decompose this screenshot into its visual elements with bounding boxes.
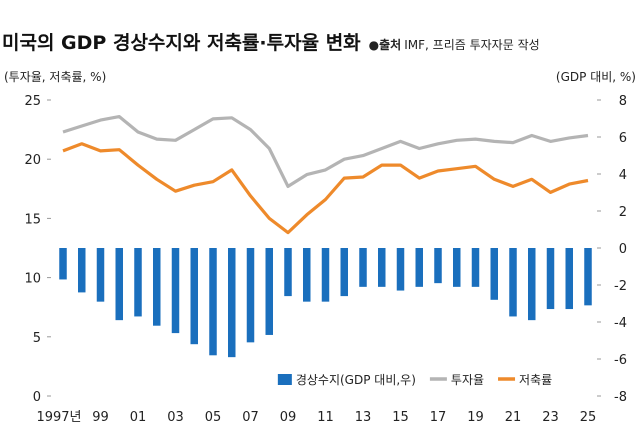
bar-2005 [209, 248, 217, 356]
bar-2003 [171, 248, 180, 334]
x-tick-label: 19 [467, 410, 484, 425]
x-tick-label: 1997년 [36, 410, 81, 425]
right-tick-label: 2 [619, 205, 627, 220]
bar-2018 [453, 248, 461, 287]
bar-1999 [96, 248, 105, 302]
x-tick-label: 23 [542, 410, 559, 425]
bar-2002 [153, 248, 161, 326]
x-tick-label: 09 [280, 410, 297, 425]
saving-line [62, 142, 589, 235]
source-bullet: ● [369, 38, 379, 52]
bar-2019 [471, 248, 480, 287]
bar-2016 [415, 248, 423, 287]
x-axis: 1997년 99 01 03 05 07 09 11 13 15 17 19 21 23 25 [36, 410, 596, 425]
left-tick-label: 15 [24, 212, 41, 227]
right-tick-label: 4 [619, 168, 627, 183]
x-tick-label: 21 [505, 410, 522, 425]
right-axis-label: (GDP 대비, %) [556, 70, 636, 84]
title-row: 미국의 GDP 경상수지와 저축률·투자율 변화 ●출처 IMF, 프리즘 투자자문… [2, 32, 540, 54]
source-text: IMF, 프리즘 투자자문 작성 [404, 38, 539, 52]
left-tick-label: 5 [33, 331, 41, 346]
bar-2009 [284, 248, 292, 297]
bar-2001 [134, 248, 142, 317]
x-tick-label: 15 [392, 410, 409, 425]
bar-1997 [59, 248, 67, 280]
bar-2000 [115, 248, 123, 321]
bar-2006 [228, 248, 236, 358]
left-axis-label: (투자율, 저축률, %) [4, 70, 106, 84]
bar-2021 [509, 248, 517, 317]
right-tick-label: -6 [614, 353, 627, 368]
bar-2023 [546, 248, 555, 310]
left-tick-label: 25 [24, 94, 41, 109]
x-tick-label: 25 [580, 410, 597, 425]
bar-2014 [378, 248, 386, 287]
legend-label-investment: 투자율 [451, 373, 484, 387]
x-tick-label: 05 [205, 410, 222, 425]
legend-label-current-account: 경상수지(GDP 대비,우) [296, 373, 416, 387]
left-axis: 0 5 10 15 20 25 [24, 94, 51, 405]
bar-2020 [490, 248, 498, 300]
bar-2015 [396, 248, 405, 291]
investment-line [62, 114, 589, 188]
x-tick-label: 01 [130, 410, 147, 425]
right-tick-label: -4 [614, 316, 627, 331]
right-tick-label: 0 [619, 242, 627, 257]
right-tick-label: 6 [619, 131, 627, 146]
legend: 경상수지(GDP 대비,우) 투자율 저축률 [277, 373, 552, 387]
source-label: 출처 [379, 37, 401, 52]
bar-2007 [246, 248, 255, 343]
bar-2022 [528, 248, 536, 321]
right-tick-label: -8 [614, 390, 627, 405]
bar-2008 [265, 248, 273, 335]
x-tick-label: 07 [242, 410, 259, 425]
chart-title: 미국의 GDP 경상수지와 저축률·투자율 변화 [2, 32, 361, 54]
bar-2011 [321, 248, 330, 302]
bar-2012 [340, 248, 348, 297]
bar-2025 [584, 248, 592, 306]
legend-label-saving: 저축률 [519, 373, 552, 387]
x-tick-label: 11 [317, 410, 334, 425]
x-tick-label: 13 [355, 410, 372, 425]
legend-swatch-current-account [277, 374, 292, 385]
left-tick-label: 20 [24, 153, 41, 168]
bar-2024 [565, 248, 573, 310]
bar-2010 [303, 248, 311, 302]
right-tick-label: 8 [619, 94, 627, 109]
right-axis: -8 -6 -4 -2 0 2 4 6 8 [597, 94, 627, 405]
x-tick-label: 03 [167, 410, 184, 425]
x-tick-label: 99 [92, 410, 109, 425]
bar-2017 [434, 248, 442, 284]
current-account-bars [59, 248, 592, 358]
bar-1998 [78, 248, 86, 293]
lines [62, 114, 589, 235]
x-tick-label: 17 [430, 410, 447, 425]
right-tick-label: -2 [614, 279, 627, 294]
bar-2004 [190, 248, 198, 345]
bar-2013 [359, 248, 367, 287]
left-tick-label: 0 [33, 390, 41, 405]
left-tick-label: 10 [24, 272, 41, 287]
